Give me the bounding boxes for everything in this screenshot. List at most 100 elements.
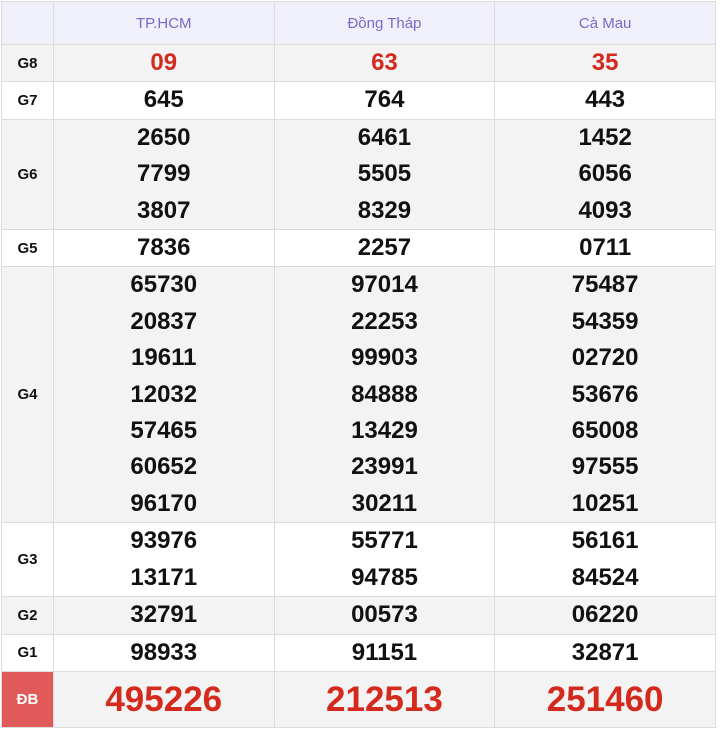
prize-number: 764 [364,86,405,114]
prize-number: 84524 [571,563,639,591]
prize-cell: 97014 22253 99903 84888 13429 23991 30211 [273,266,496,524]
prize-row-g5: G5 7836 2257 0711 [1,229,716,268]
prize-number: 32791 [130,601,198,629]
prize-number: 645 [143,86,184,114]
prize-number: 97555 [571,453,639,481]
prize-cell: 251460 [494,670,716,728]
prize-label: G2 [1,596,54,635]
prize-number: 0711 [579,234,632,262]
prize-row-g7: G7 645 764 443 [1,81,716,120]
province-ca-mau[interactable]: Cà Mau [494,1,716,45]
prize-number: 8329 [357,196,412,224]
prize-number: 99903 [351,344,418,372]
prize-number: 7836 [137,234,191,262]
prize-number: 54359 [571,307,639,335]
prize-number: 1452 [578,123,632,151]
prize-cell: 00573 [273,596,496,635]
prize-number: 6461 [357,123,412,151]
prize-number: 7799 [137,160,191,188]
prize-number: 22253 [351,307,418,335]
prize-cell: 1452 6056 4093 [494,118,716,231]
prize-number: 97014 [351,271,418,299]
prize-cell: 32791 [52,596,275,635]
prize-cell: 35 [494,43,716,83]
prize-number: 06220 [571,601,639,629]
prize-number: 32871 [571,638,639,666]
prize-number: 212513 [326,679,443,719]
prize-number: 56161 [571,527,639,555]
prize-row-g1: G1 98933 91151 32871 [1,633,716,672]
prize-cell: 65730 20837 19611 12032 57465 60652 96170 [52,266,275,524]
prize-number: 60652 [130,453,198,481]
prize-number: 93976 [130,527,198,555]
prize-number: 12032 [130,380,198,408]
prize-number: 84888 [351,380,418,408]
prize-cell: 764 [273,81,496,120]
prize-cell: 7836 [52,229,275,268]
prize-cell: 0711 [494,229,716,268]
prize-number: 63 [371,49,398,76]
prize-number: 6056 [578,160,632,188]
prize-cell: 2257 [273,229,496,268]
prize-number: 13171 [130,563,198,591]
corner-cell [1,1,54,45]
prize-number: 495226 [105,679,223,719]
prize-cell: 63 [273,43,496,83]
prize-number: 10251 [571,489,639,517]
province-dong-thap[interactable]: Đồng Tháp [273,1,496,45]
prize-cell: 645 [52,81,275,120]
prize-number: 75487 [571,271,639,299]
prize-number: 53676 [571,380,639,408]
prize-cell: 09 [52,43,275,83]
prize-number: 13429 [351,417,418,445]
prize-label: G7 [1,81,54,120]
prize-cell: 495226 [52,670,275,728]
prize-cell: 2650 7799 3807 [52,118,275,231]
prize-number: 251460 [546,679,664,719]
prize-number: 2650 [137,123,191,151]
prize-cell: 212513 [273,670,496,728]
province-tphcm[interactable]: TP.HCM [52,1,275,45]
prize-cell: 443 [494,81,716,120]
prize-cell: 93976 13171 [52,522,275,598]
prize-number: 65730 [130,271,198,299]
prize-number: 65008 [571,417,639,445]
prize-number: 09 [150,49,178,76]
prize-number: 4093 [578,196,632,224]
prize-label: G8 [1,43,54,83]
prize-number: 00573 [351,601,418,629]
prize-label: ĐB [1,670,54,728]
prize-cell: 55771 94785 [273,522,496,598]
prize-number: 55771 [351,527,418,555]
prize-number: 23991 [351,453,418,481]
prize-number: 98933 [130,638,198,666]
header-row: TP.HCM Đồng Tháp Cà Mau [1,1,716,45]
prize-number: 2257 [357,234,412,262]
prize-row-g6: G6 2650 7799 3807 6461 5505 8329 1452 6056 4093 [1,118,716,231]
prize-number: 443 [585,86,626,114]
prize-cell: 56161 84524 [494,522,716,598]
prize-row-g4: G4 65730 20837 19611 12032 57465 60652 96170 970… [1,266,716,524]
prize-cell: 32871 [494,633,716,672]
prize-label: G3 [1,522,54,598]
prize-number: 3807 [137,196,191,224]
prize-number: 94785 [351,563,418,591]
prize-number: 30211 [351,489,418,517]
prize-row-đb: ĐB 495226 212513 251460 [1,670,716,728]
prize-cell: 75487 54359 02720 53676 65008 97555 10251 [494,266,716,524]
prize-label: G4 [1,266,54,524]
prize-number: 20837 [130,307,198,335]
prize-row-g3: G3 93976 13171 55771 94785 56161 84524 [1,522,716,598]
prize-cell: 6461 5505 8329 [273,118,496,231]
prize-number: 02720 [571,344,639,372]
prize-cell: 91151 [273,633,496,672]
prize-number: 5505 [357,160,412,188]
prize-cell: 06220 [494,596,716,635]
prize-row-g2: G2 32791 00573 06220 [1,596,716,635]
prize-number: 96170 [130,489,198,517]
prize-label: G6 [1,118,54,231]
prize-number: 57465 [130,417,198,445]
prize-number: 35 [591,49,619,76]
prize-label: G5 [1,229,54,268]
